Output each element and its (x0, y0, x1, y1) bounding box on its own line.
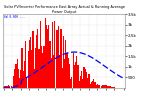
Bar (93, 80, 94, 88)
Bar (40, 21, 41, 88)
Bar (9, 86, 10, 88)
Bar (81, 71, 82, 88)
Bar (13, 76, 14, 88)
Bar (109, 86, 110, 88)
Bar (97, 84, 98, 88)
Title: Solar PV/Inverter Performance East Array Actual & Running Average Power Output: Solar PV/Inverter Performance East Array… (4, 5, 124, 14)
Bar (28, 51, 29, 88)
Bar (66, 53, 68, 88)
Bar (90, 84, 91, 88)
Bar (7, 86, 8, 88)
Bar (71, 77, 72, 88)
Bar (62, 68, 63, 88)
Bar (6, 86, 7, 88)
Bar (69, 64, 70, 88)
Bar (110, 86, 111, 88)
Bar (42, 53, 43, 88)
Bar (85, 69, 86, 88)
Bar (70, 79, 71, 88)
Bar (35, 48, 36, 88)
Bar (45, 18, 46, 88)
Text: kW 0.000 ---: kW 0.000 --- (4, 15, 25, 19)
Bar (17, 58, 18, 88)
Bar (25, 41, 26, 88)
Bar (102, 85, 103, 88)
Bar (86, 72, 87, 88)
Bar (105, 85, 107, 88)
Bar (49, 41, 51, 88)
Bar (26, 76, 28, 88)
Bar (4, 86, 6, 88)
Bar (100, 86, 102, 88)
Bar (91, 82, 92, 88)
Bar (8, 85, 9, 88)
Bar (63, 36, 64, 88)
Bar (19, 78, 20, 88)
Bar (72, 53, 74, 88)
Bar (108, 86, 109, 88)
Bar (57, 30, 58, 88)
Bar (56, 30, 57, 88)
Bar (79, 81, 80, 88)
Bar (18, 69, 19, 88)
Bar (75, 62, 76, 88)
Bar (59, 55, 60, 88)
Bar (94, 82, 96, 88)
Bar (64, 59, 65, 88)
Bar (77, 65, 79, 88)
Bar (43, 46, 44, 88)
Bar (76, 56, 77, 88)
Bar (12, 87, 13, 88)
Bar (46, 25, 47, 88)
Bar (41, 46, 42, 88)
Bar (68, 58, 69, 88)
Bar (32, 31, 34, 88)
Bar (84, 67, 85, 88)
Bar (51, 58, 52, 88)
Bar (52, 22, 53, 88)
Bar (96, 85, 97, 88)
Bar (88, 74, 89, 88)
Bar (14, 70, 15, 88)
Bar (103, 86, 104, 88)
Bar (39, 48, 40, 88)
Bar (54, 21, 56, 88)
Bar (20, 70, 21, 88)
Bar (48, 25, 49, 88)
Bar (58, 26, 59, 88)
Bar (23, 71, 24, 88)
Bar (114, 87, 115, 88)
Bar (3, 87, 4, 88)
Bar (53, 55, 54, 88)
Bar (36, 35, 37, 88)
Bar (107, 86, 108, 88)
Bar (30, 37, 31, 88)
Bar (24, 61, 25, 88)
Bar (112, 87, 113, 88)
Bar (87, 78, 88, 88)
Bar (29, 40, 30, 88)
Bar (98, 85, 99, 88)
Bar (74, 65, 75, 88)
Bar (92, 81, 93, 88)
Bar (80, 76, 81, 88)
Bar (15, 64, 16, 88)
Bar (11, 86, 12, 88)
Bar (104, 85, 105, 88)
Bar (37, 29, 38, 88)
Bar (34, 69, 35, 88)
Bar (82, 79, 83, 88)
Bar (60, 29, 62, 88)
Bar (21, 48, 23, 88)
Bar (99, 85, 100, 88)
Bar (31, 50, 32, 88)
Bar (47, 30, 48, 88)
Bar (65, 40, 66, 88)
Bar (113, 87, 114, 88)
